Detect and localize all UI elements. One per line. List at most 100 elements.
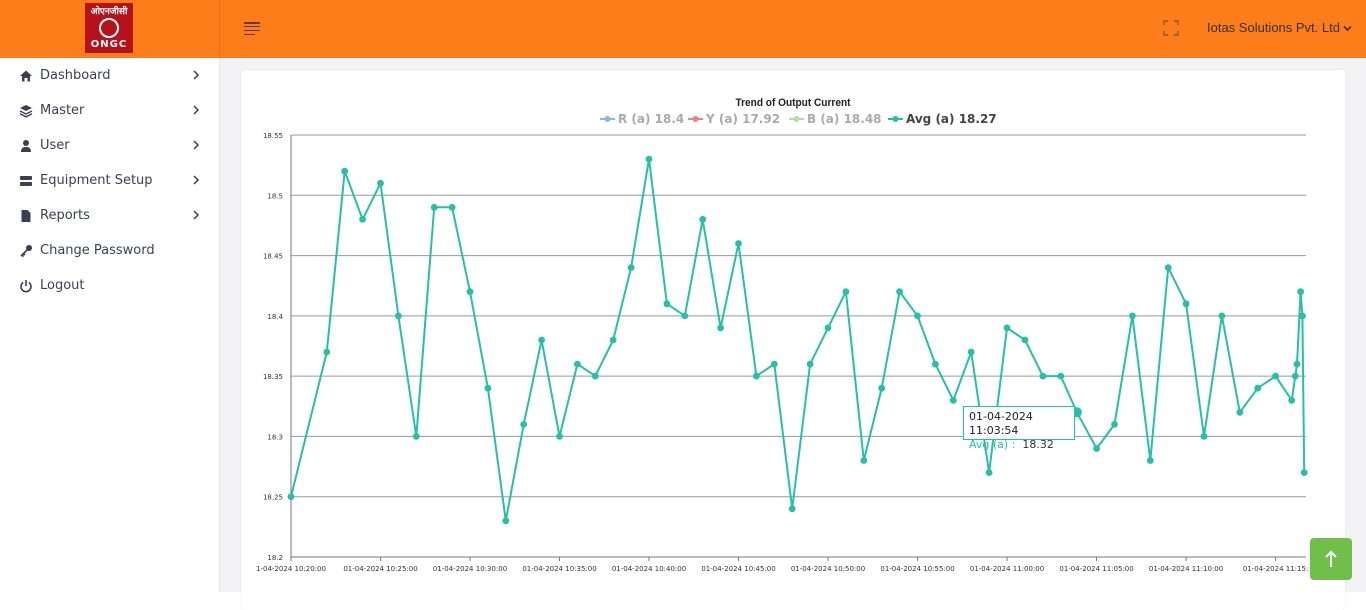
scroll-to-top-button[interactable]	[1310, 538, 1352, 580]
data-point[interactable]	[412, 433, 420, 440]
data-point[interactable]	[1164, 264, 1172, 271]
data-point[interactable]	[932, 360, 939, 368]
data-point[interactable]	[896, 288, 903, 296]
data-point[interactable]	[949, 396, 957, 404]
x-tick-label: 01-04-2024 11:10:00	[1149, 565, 1223, 573]
data-point[interactable]	[323, 348, 331, 356]
x-tick-label: 01-04-2024 11:05:00	[1059, 565, 1133, 573]
logo-area: ओएनजीसी ONGC	[0, 0, 220, 58]
data-point[interactable]	[1039, 372, 1047, 380]
data-point[interactable]	[860, 457, 868, 464]
data-point[interactable]	[556, 433, 563, 440]
data-point[interactable]	[430, 203, 438, 211]
data-point[interactable]	[770, 360, 778, 368]
sidebar-item-equipment-setup[interactable]: Equipment Setup	[0, 164, 219, 198]
data-point[interactable]	[1297, 288, 1304, 296]
data-point[interactable]	[341, 167, 349, 175]
data-point[interactable]	[377, 179, 384, 187]
data-point[interactable]	[985, 469, 993, 476]
chevron-right-icon	[193, 175, 200, 185]
arrow-up-icon	[1325, 550, 1337, 567]
data-point[interactable]	[466, 288, 474, 296]
data-point[interactable]	[1146, 457, 1154, 464]
data-point[interactable]	[1182, 300, 1190, 308]
data-point[interactable]	[699, 216, 707, 223]
sidebar-item-dashboard[interactable]: Dashboard	[0, 59, 219, 93]
menu-toggle-icon[interactable]	[244, 22, 260, 36]
sidebar-item-reports[interactable]: Reports	[0, 199, 219, 233]
data-point[interactable]	[1293, 360, 1301, 368]
data-point[interactable]	[1021, 336, 1029, 344]
y-axis-ticks: 18.55 18.5 18.45 18.4 18.35 18.3 18.25 18.2	[263, 132, 284, 562]
x-tick-label: 01-04-2024 10:35:00	[522, 565, 596, 573]
data-point[interactable]	[645, 155, 653, 163]
chevron-right-icon	[193, 210, 200, 220]
legend-marker	[793, 116, 800, 122]
sidebar-item-label: User	[40, 138, 70, 153]
data-point[interactable]	[967, 348, 975, 356]
data-point[interactable]	[735, 240, 742, 247]
data-point[interactable]	[1236, 408, 1244, 416]
legend-item[interactable]: Y (a) 17.92	[688, 112, 780, 126]
sidebar-item-master[interactable]: Master	[0, 94, 219, 128]
data-point[interactable]	[395, 312, 402, 320]
legend-item[interactable]: R (a) 18.4	[600, 112, 684, 126]
data-point[interactable]	[1288, 396, 1296, 404]
y-tick-label: 18.55	[263, 132, 283, 140]
data-point[interactable]	[681, 312, 689, 320]
legend-item[interactable]: Avg (a) 18.27	[888, 112, 997, 126]
data-point[interactable]	[1218, 312, 1226, 320]
data-point[interactable]	[520, 421, 528, 428]
data-point[interactable]	[1003, 324, 1011, 332]
data-point[interactable]	[878, 384, 886, 392]
sidebar-item-label: Dashboard	[40, 68, 111, 83]
data-point[interactable]	[806, 360, 814, 368]
data-point[interactable]	[287, 493, 295, 501]
top-header: ओएनजीसी ONGC Iotas Solutions Pvt. Ltd	[0, 0, 1366, 58]
data-point[interactable]	[538, 336, 545, 344]
data-point[interactable]	[717, 324, 724, 332]
data-point[interactable]	[1254, 384, 1262, 392]
data-point[interactable]	[753, 372, 760, 380]
legend-marker	[604, 116, 611, 122]
legend-item[interactable]: B (a) 18.48	[789, 112, 882, 126]
data-point[interactable]	[609, 336, 617, 344]
data-point[interactable]	[627, 264, 635, 271]
data-point[interactable]	[1300, 469, 1308, 476]
data-point[interactable]	[502, 517, 510, 525]
sidebar-item-label: Equipment Setup	[40, 173, 153, 188]
data-point[interactable]	[574, 360, 581, 368]
data-point[interactable]	[824, 324, 832, 332]
data-point[interactable]	[663, 300, 671, 308]
data-point[interactable]	[448, 203, 456, 211]
data-point[interactable]	[842, 288, 850, 296]
key-icon	[20, 245, 32, 258]
x-tick-label: 01-04-2024 11:15:	[1243, 565, 1308, 573]
data-point[interactable]	[1299, 312, 1306, 320]
sidebar-item-user[interactable]: User	[0, 129, 219, 163]
sidebar-item-logout[interactable]: Logout	[0, 269, 219, 303]
data-point[interactable]	[1093, 445, 1100, 452]
data-point[interactable]	[1129, 312, 1136, 320]
sidebar-item-change-password[interactable]: Change Password	[0, 234, 219, 268]
x-tick-label: 01-04-2024 10:45:00	[701, 565, 775, 573]
data-point[interactable]	[1200, 433, 1208, 440]
company-dropdown[interactable]: Iotas Solutions Pvt. Ltd	[1207, 20, 1352, 35]
legend-marker	[692, 116, 699, 122]
data-point[interactable]	[359, 216, 366, 223]
data-point[interactable]	[1291, 372, 1299, 380]
data-point[interactable]	[1057, 372, 1065, 380]
fullscreen-icon[interactable]	[1163, 20, 1179, 36]
data-point[interactable]	[788, 505, 796, 513]
y-tick-label: 18.5	[267, 192, 283, 200]
ongc-logo[interactable]: ओएनजीसी ONGC	[85, 3, 133, 53]
tooltip-value-row: Avg (a) : 18.32	[969, 438, 1069, 452]
sidebar-item-label: Logout	[40, 278, 85, 293]
data-point[interactable]	[1272, 372, 1279, 380]
chevron-right-icon	[193, 70, 200, 80]
data-point[interactable]	[484, 384, 492, 392]
data-point[interactable]	[1111, 421, 1118, 428]
sidebar-item-label: Master	[40, 103, 85, 118]
data-point[interactable]	[914, 312, 921, 320]
data-point[interactable]	[591, 372, 599, 380]
